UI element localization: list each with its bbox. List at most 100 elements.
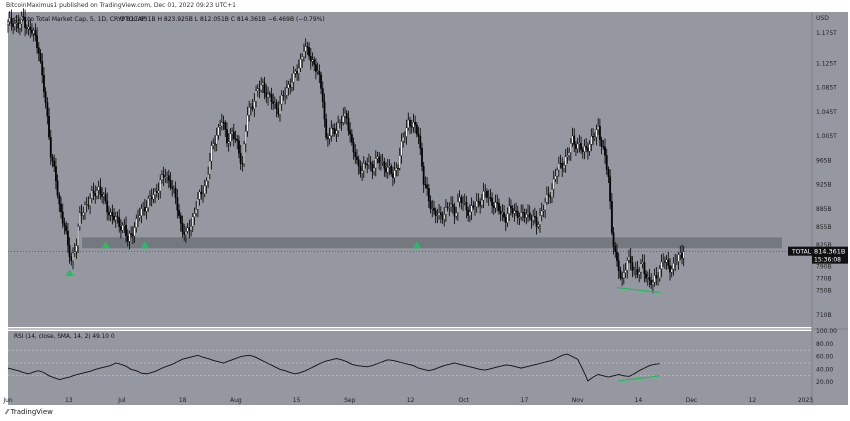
candle-up: [210, 145, 213, 162]
candle-up: [431, 207, 434, 210]
candle-down: [108, 211, 110, 216]
candle-up: [253, 101, 256, 109]
candle-up: [123, 224, 126, 226]
candle-down: [43, 74, 45, 92]
candle-up: [641, 262, 644, 264]
candle-down: [533, 216, 536, 218]
candle-up: [338, 122, 341, 124]
candle-down: [479, 201, 482, 206]
candle-up: [157, 190, 160, 194]
candle-up: [161, 174, 163, 181]
candle-down: [263, 82, 266, 94]
candle-up: [299, 59, 302, 69]
candle-down: [547, 194, 550, 197]
candle-down: [614, 246, 617, 252]
candle-up: [436, 215, 439, 217]
candle-up: [212, 143, 215, 146]
candle-down: [602, 146, 605, 148]
candle-up: [280, 95, 283, 105]
candle-down: [371, 164, 374, 172]
candle-up: [186, 227, 189, 232]
rsi-line: [7, 353, 660, 382]
candle-down: [296, 71, 298, 74]
candle-down: [238, 140, 240, 154]
price-label-bg: [812, 246, 848, 264]
candle-up: [674, 262, 677, 264]
candle-up: [622, 272, 625, 279]
candle-down: [383, 161, 386, 169]
candle-down: [645, 273, 647, 279]
candle-down: [549, 195, 552, 198]
candle-down: [414, 122, 417, 125]
candle-up: [468, 211, 471, 216]
candle-down: [616, 251, 618, 261]
candle-up: [285, 87, 288, 96]
candle-up: [628, 256, 630, 261]
candle-up: [147, 198, 150, 208]
candle-down: [126, 235, 129, 242]
candle-up: [137, 217, 139, 219]
candle-up: [114, 216, 117, 220]
candle-up: [185, 231, 187, 235]
candle-down: [451, 204, 454, 207]
price-axis-tick: 790B: [816, 263, 832, 270]
rsi-legend: RSI (14, close, SMA, 14, 2) 49.10 0: [14, 334, 115, 340]
candle-down: [17, 22, 20, 29]
candle-down: [111, 212, 114, 217]
support-triangle-marker: [412, 241, 421, 248]
time-axis-tick: Nov: [572, 397, 584, 404]
publisher-line: BitcoinMaximus1 published on TradingView…: [6, 2, 236, 9]
candle-up: [400, 141, 403, 156]
candle-up: [646, 277, 649, 279]
rsi-axis-tick: 20.00: [816, 379, 833, 386]
candle-down: [332, 128, 334, 130]
candle-down: [535, 216, 538, 227]
candle-down: [25, 27, 28, 29]
candle-down: [439, 212, 442, 215]
candle-down: [465, 201, 468, 211]
candle-up: [595, 129, 598, 138]
price-axis-tick: 1.125T: [816, 60, 837, 67]
candle-up: [260, 84, 263, 91]
candle-down: [592, 136, 594, 138]
candle-up: [450, 204, 452, 208]
candle-up: [85, 204, 88, 206]
candle-up: [532, 216, 535, 221]
candle-up: [640, 263, 642, 273]
candle-down: [415, 124, 418, 135]
candle-down: [467, 209, 470, 216]
price-axis-tick: 925B: [816, 182, 832, 189]
support-triangle-marker: [101, 241, 110, 248]
candle-up: [380, 162, 382, 164]
support-triangle-marker: [140, 241, 149, 248]
candle-up: [77, 226, 80, 246]
ticker-tag-bg: [788, 246, 812, 256]
candle-up: [337, 122, 340, 131]
candle-down: [391, 173, 394, 178]
candle-up: [626, 260, 629, 271]
candle-up: [393, 170, 396, 178]
main-legend-ohlc: O 817.831B H 823.925B L 812.051B C 814.3…: [120, 16, 325, 23]
candle-down: [22, 16, 25, 18]
candle-up: [682, 251, 685, 259]
candle-up: [128, 233, 131, 242]
candle-down: [167, 175, 170, 181]
candle-down: [347, 117, 350, 131]
candle-up: [624, 270, 627, 273]
candle-down: [41, 60, 44, 76]
candle-down: [36, 35, 38, 48]
time-axis-tick: Jul: [117, 397, 126, 404]
candle-down: [174, 188, 177, 198]
candle-up: [284, 95, 287, 97]
candle-down: [489, 196, 492, 199]
candle-down: [61, 211, 64, 224]
time-axis-tick: Aug: [230, 397, 242, 404]
candle-down: [333, 128, 336, 135]
candle-down: [575, 144, 577, 149]
candle-down: [53, 160, 56, 167]
candle-down: [409, 119, 411, 127]
candle-down: [352, 142, 355, 153]
candle-down: [453, 206, 456, 217]
candle-down: [241, 163, 244, 165]
